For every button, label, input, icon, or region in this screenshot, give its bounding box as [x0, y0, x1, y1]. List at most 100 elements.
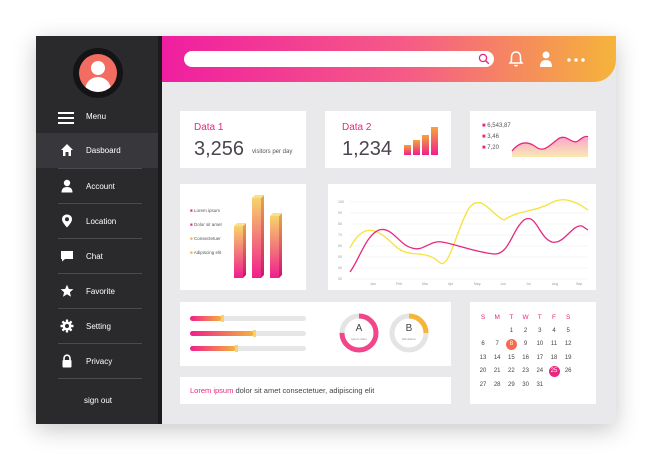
sidebar-item-label: Location	[86, 217, 117, 226]
sidebar-item-favorite[interactable]: Favorite	[36, 274, 158, 309]
svg-text:Feb: Feb	[396, 282, 402, 286]
calendar-day[interactable]: 7	[495, 341, 499, 347]
calendar-weekday: M	[494, 314, 500, 321]
divider	[58, 168, 142, 169]
svg-text:70: 70	[338, 233, 342, 237]
slider-fill	[190, 331, 254, 336]
bar-3d	[252, 195, 264, 278]
chat-icon	[61, 251, 73, 262]
calendar-day[interactable]: 16	[522, 354, 529, 361]
sliders-donuts-card: A Ipsum dolor B Elit dolore	[180, 302, 451, 366]
calendar-day[interactable]: 12	[564, 341, 572, 347]
calendar-weekday: W	[522, 314, 529, 321]
app-window: Menu Dasboard Account Location Chat Favo…	[36, 36, 616, 424]
calendar-day[interactable]: 17	[536, 354, 544, 361]
calendar-day[interactable]: 18	[550, 354, 558, 361]
calendar-day[interactable]: 30	[522, 381, 529, 388]
calendar-day[interactable]: 19	[564, 354, 572, 361]
slider[interactable]	[190, 315, 306, 322]
calendar-day[interactable]: 1	[509, 327, 514, 334]
calendar-day[interactable]: 23	[522, 368, 529, 374]
calendar-day[interactable]: 20	[479, 368, 487, 374]
calendar-day[interactable]: 10	[536, 341, 544, 347]
calendar-day[interactable]: 28	[493, 381, 501, 388]
sign-out-link[interactable]: sign out	[84, 396, 113, 405]
calendar-day[interactable]: 31	[536, 381, 544, 388]
calendar-day[interactable]: 22	[508, 368, 515, 374]
calendar-day[interactable]: 9	[523, 341, 528, 347]
sidebar-item-privacy[interactable]: Privacy	[36, 344, 158, 379]
gear-icon	[60, 319, 74, 333]
calendar-day[interactable]: 26	[564, 368, 572, 374]
search-input[interactable]	[184, 51, 494, 67]
svg-text:Jul: Jul	[526, 282, 531, 286]
series-line-yellow	[349, 199, 589, 265]
sidebar-item-dashboard[interactable]: Dasboard	[36, 133, 158, 168]
sidebar-item-setting[interactable]: Setting	[36, 309, 158, 344]
divider	[58, 343, 142, 344]
legend-item: ■ Lorem ipsum	[190, 208, 220, 213]
menu-toggle[interactable]: Menu	[58, 108, 158, 128]
svg-text:Mar: Mar	[422, 282, 429, 286]
calendar-day[interactable]: 27	[479, 381, 487, 388]
sidebar-item-label: Chat	[86, 252, 103, 261]
calendar-card: S M T W T F S 1 2 3 4 5 6 7 8 9 10 11 12 13 14 15 16 17 18 19 20 21…	[470, 302, 596, 404]
sidebar-item-location[interactable]: Location	[36, 204, 158, 239]
header-bar	[162, 36, 616, 82]
svg-text:90: 90	[338, 211, 342, 215]
more-dots-icon[interactable]	[566, 50, 586, 68]
mini-area-chart	[511, 135, 589, 157]
calendar-day[interactable]: 3	[538, 327, 542, 334]
sidebar-item-label: Dasboard	[86, 146, 121, 155]
calendar-day[interactable]: 6	[481, 341, 485, 347]
menu-label: Menu	[86, 112, 107, 121]
svg-text:Jun: Jun	[500, 282, 506, 286]
search-icon[interactable]	[478, 53, 490, 65]
donut-chart	[339, 313, 379, 353]
calendar-day[interactable]: 24	[536, 368, 544, 374]
calendar-day[interactable]: 5	[566, 327, 570, 334]
svg-text:Apr: Apr	[448, 282, 454, 286]
series-line-pink	[349, 217, 589, 273]
calendar-day-selected[interactable]: 8	[505, 338, 517, 350]
slider-handle[interactable]	[221, 315, 225, 322]
svg-text:50: 50	[338, 255, 342, 259]
sidebar-item-account[interactable]: Account	[36, 169, 158, 204]
sidebar-item-chat[interactable]: Chat	[36, 239, 158, 274]
user-icon[interactable]	[538, 50, 554, 68]
home-icon	[61, 144, 73, 156]
calendar-day[interactable]: 2	[523, 327, 528, 334]
divider	[58, 273, 142, 274]
legend-item: ■ 6,543,87	[482, 123, 511, 129]
calendar-day[interactable]: 11	[550, 341, 558, 347]
svg-text:Jan: Jan	[370, 282, 376, 286]
slider-handle[interactable]	[235, 345, 239, 352]
stat-value: 1,234	[342, 138, 393, 160]
bar-3d	[270, 213, 282, 278]
bell-icon[interactable]	[508, 50, 524, 68]
calendar-day[interactable]: 13	[479, 354, 487, 361]
calendar-day[interactable]: 21	[493, 368, 501, 374]
divider	[58, 238, 142, 239]
legend-item: ■ 7,20	[482, 145, 499, 151]
calendar-day[interactable]: 29	[508, 381, 515, 388]
calendar-day[interactable]: 4	[552, 327, 556, 334]
calendar-weekday: T	[509, 314, 514, 321]
calendar-day-selected[interactable]: 25	[548, 365, 560, 377]
calendar-weekday: F	[552, 314, 556, 321]
bar-legend: ■ Lorem ipsum ■ Dolor sit amet ■ Consect…	[190, 208, 222, 255]
divider	[58, 203, 142, 204]
donut-letter: A	[355, 323, 363, 334]
calendar-day[interactable]: 14	[493, 354, 501, 361]
slider[interactable]	[190, 330, 306, 337]
svg-text:60: 60	[338, 244, 342, 248]
avatar[interactable]	[73, 48, 123, 98]
location-pin-icon	[62, 214, 72, 228]
stat-caption: visitors per day	[252, 149, 293, 155]
donut-a: A Ipsum dolor	[338, 312, 380, 354]
calendar-day[interactable]: 15	[508, 354, 515, 361]
slider[interactable]	[190, 345, 306, 352]
text-card: Lorem ipsum dolor sit amet consectetuer,…	[180, 377, 451, 404]
slider-handle[interactable]	[252, 330, 256, 337]
line-chart-card: 100 90 80 70 60 50 40 30 Jan Feb Mar Apr May Jun Ju…	[328, 184, 596, 290]
